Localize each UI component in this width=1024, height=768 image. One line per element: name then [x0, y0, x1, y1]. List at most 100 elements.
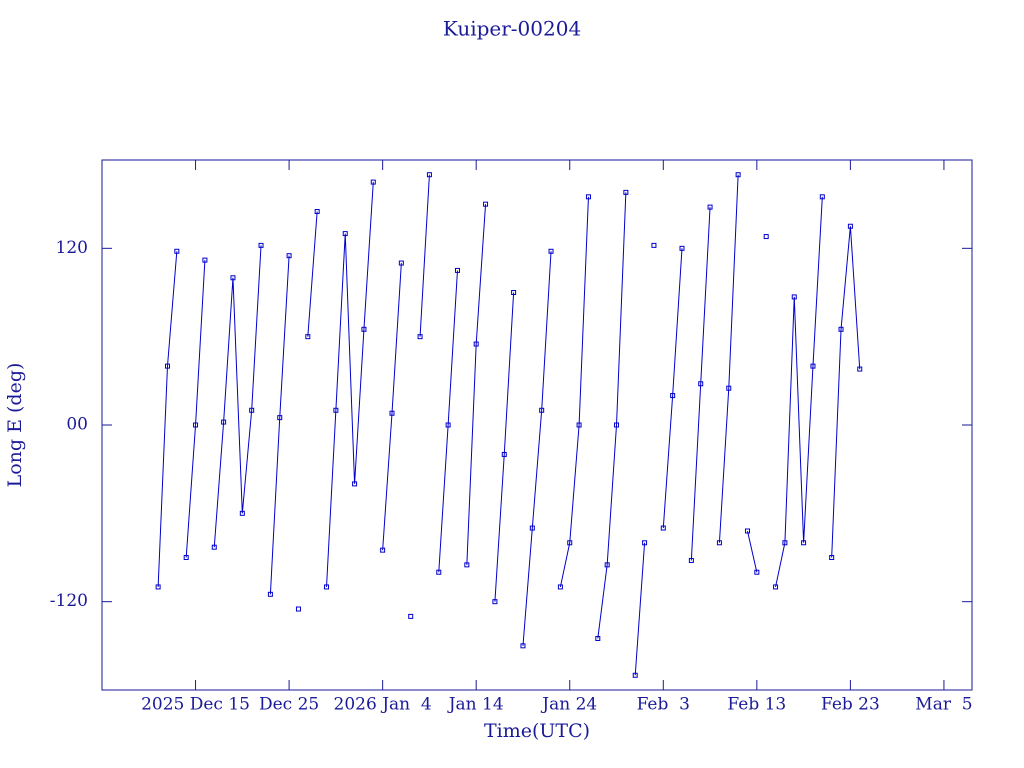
data-point: [857, 366, 863, 372]
data-point: [623, 189, 629, 195]
x-tick-label: Feb 13: [727, 695, 786, 715]
data-point: [829, 555, 835, 560]
data-point: [473, 341, 479, 347]
data-point: [726, 385, 732, 391]
longitude-line: [494, 292, 515, 602]
data-point: [819, 194, 825, 200]
data-point: [370, 179, 376, 185]
longitude-line: [718, 174, 739, 543]
data-point: [810, 363, 816, 369]
data-point: [539, 407, 545, 413]
data-point: [735, 172, 741, 178]
data-point: [267, 591, 273, 597]
y-tick-label: 00: [66, 415, 88, 435]
longitude-line: [269, 255, 290, 595]
longitude-line: [597, 192, 627, 639]
data-point: [164, 363, 170, 369]
data-point: [389, 410, 395, 416]
longitude-line: [775, 196, 823, 588]
data-point: [202, 257, 208, 263]
longitude-line: [466, 204, 487, 565]
data-point: [286, 253, 292, 259]
data-point: [155, 584, 161, 590]
data-point: [230, 275, 236, 281]
longitude-line: [559, 196, 589, 588]
chart-title: Kuiper-00204: [443, 17, 581, 41]
x-tick-label: Feb 23: [821, 695, 880, 715]
data-point: [688, 557, 694, 563]
data-point: [604, 562, 610, 568]
data-point: [576, 422, 582, 428]
longitude-line: [213, 245, 262, 548]
data-point: [614, 422, 620, 428]
data-point: [277, 415, 283, 421]
data-point: [557, 584, 563, 590]
data-point: [660, 525, 666, 531]
data-point: [567, 540, 573, 546]
data-point: [548, 248, 554, 254]
data-point: [492, 599, 498, 605]
data-point: [183, 555, 189, 560]
data-point: [698, 381, 704, 387]
data-point: [763, 234, 769, 240]
data-point: [791, 294, 797, 300]
x-axis-label: Time(UTC): [484, 720, 590, 742]
data-point: [352, 481, 358, 487]
data-point: [258, 242, 264, 248]
longitude-line: [831, 226, 861, 558]
data-point: [744, 528, 750, 534]
data-point: [773, 584, 779, 590]
x-tick-label: 2025 Dec 15: [141, 695, 250, 715]
longitude-line: [157, 251, 178, 587]
data-point: [642, 540, 648, 546]
y-tick-label: 120: [56, 238, 88, 258]
data-point: [520, 643, 526, 649]
data-point: [595, 635, 601, 641]
data-point: [511, 290, 517, 295]
data-point: [501, 451, 507, 457]
data-point: [847, 223, 853, 229]
data-point: [426, 172, 432, 178]
data-point: [361, 326, 367, 332]
longitude-line: [746, 530, 758, 573]
longitude-line: [185, 260, 206, 558]
data-point: [398, 260, 404, 266]
longitude-line: [438, 270, 458, 573]
longitude-line: [522, 251, 552, 646]
y-axis-label: Long E (deg): [4, 363, 26, 488]
y-tick-label: -120: [50, 591, 88, 611]
data-point: [670, 393, 676, 399]
x-tick-label: Jan 24: [540, 695, 597, 715]
data-point: [305, 334, 311, 340]
data-point: [295, 606, 301, 612]
data-point: [333, 407, 339, 413]
x-tick-label: Mar 5: [915, 695, 972, 715]
data-point: [239, 510, 245, 516]
data-point: [838, 326, 844, 332]
data-point: [408, 613, 414, 619]
data-point: [445, 422, 451, 428]
data-point: [454, 267, 460, 273]
longitude-line: [419, 174, 430, 337]
data-point: [801, 540, 807, 546]
longitude-line: [634, 542, 646, 676]
data-point: [707, 204, 713, 210]
data-point: [193, 422, 199, 428]
data-point: [585, 194, 591, 200]
data-point: [380, 547, 386, 553]
longitude-line: [690, 207, 711, 561]
x-tick-label: Feb 3: [637, 695, 690, 715]
data-point: [211, 544, 217, 550]
data-point: [464, 562, 470, 568]
longitude-line: [662, 248, 683, 529]
data-point: [483, 201, 489, 207]
data-point: [221, 419, 227, 425]
plot-frame: [101, 159, 973, 691]
data-point: [679, 245, 685, 251]
data-point: [651, 242, 657, 248]
data-point: [314, 209, 320, 215]
data-point: [342, 231, 348, 237]
data-point: [632, 672, 638, 678]
data-point: [716, 540, 722, 546]
